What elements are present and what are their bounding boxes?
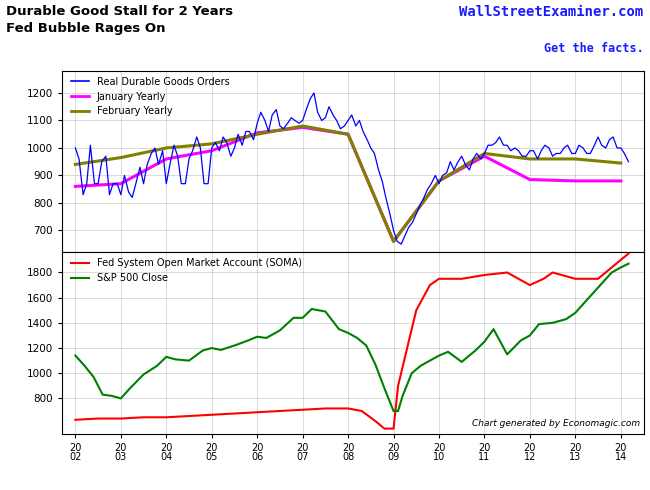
- Legend: Real Durable Goods Orders, January Yearly, February Yearly: Real Durable Goods Orders, January Yearl…: [68, 73, 233, 121]
- Text: Chart generated by Economagic.com: Chart generated by Economagic.com: [473, 419, 641, 428]
- Text: Durable Good Stall for 2 Years
Fed Bubble Rages On: Durable Good Stall for 2 Years Fed Bubbl…: [6, 5, 233, 35]
- Legend: Fed System Open Market Account (SOMA), S&P 500 Close: Fed System Open Market Account (SOMA), S…: [68, 254, 306, 287]
- Text: WallStreetExaminer.com: WallStreetExaminer.com: [460, 5, 644, 19]
- Text: Get the facts.: Get the facts.: [544, 42, 644, 55]
